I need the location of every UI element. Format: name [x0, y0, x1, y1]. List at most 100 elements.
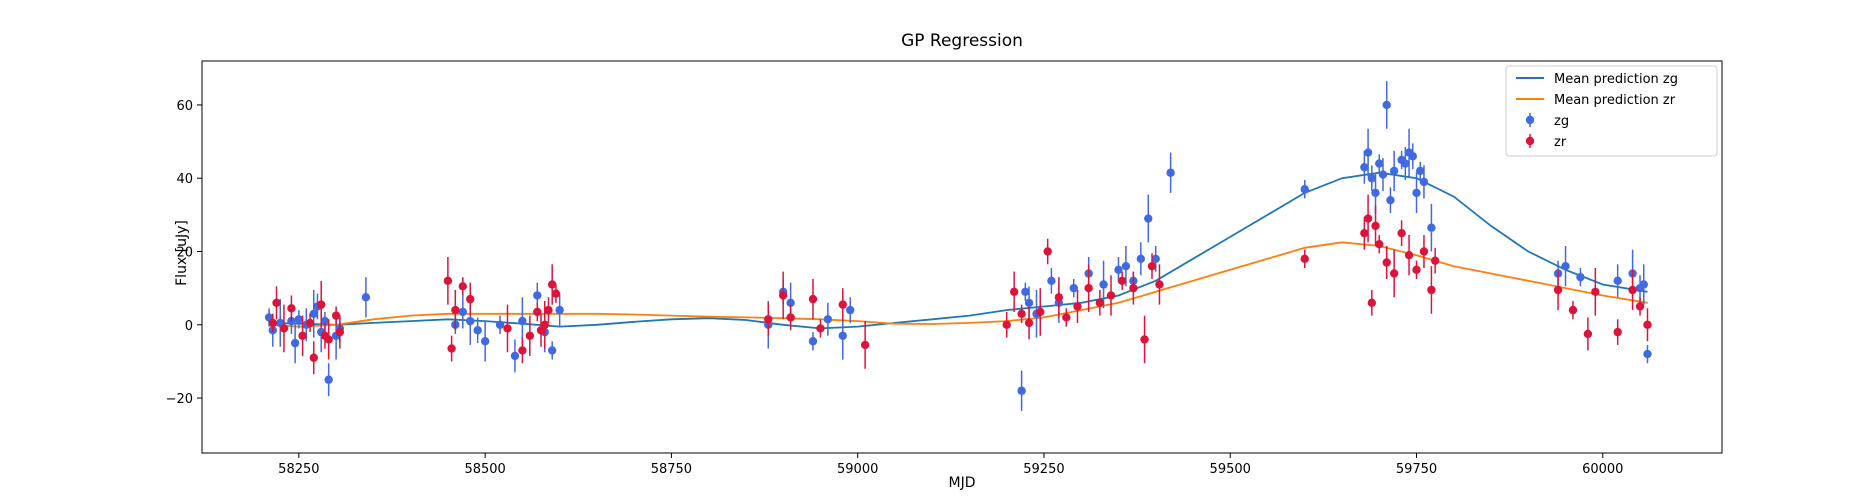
data-point-zr: [1002, 320, 1011, 329]
data-point-zr: [335, 327, 345, 337]
data-point-zr: [518, 346, 527, 355]
data-point-zr: [1389, 269, 1399, 278]
legend-marker-swatch: [1525, 136, 1535, 146]
data-point-zg: [1360, 163, 1369, 172]
data-point-zg: [361, 293, 371, 302]
data-point-zr: [1427, 285, 1436, 295]
data-point-zg: [1099, 280, 1108, 289]
data-point-zg: [1144, 214, 1153, 223]
legend-label: Mean prediction zr: [1554, 93, 1676, 108]
data-point-zr: [1635, 302, 1645, 311]
data-point-zg: [1166, 168, 1175, 177]
data-point-zg: [510, 351, 520, 361]
data-point-zr: [551, 289, 561, 298]
data-point-zg: [324, 375, 333, 384]
x-tick-label: 59750: [1396, 462, 1437, 477]
data-point-zr: [309, 353, 318, 362]
data-point-zg: [480, 337, 490, 346]
data-point-zr: [1613, 327, 1622, 337]
data-point-zr: [816, 324, 825, 333]
data-point-zg: [495, 320, 505, 329]
data-point-zg: [294, 315, 304, 324]
data-point-zr: [1553, 285, 1563, 295]
data-point-zr: [1300, 254, 1309, 264]
data-point-zg: [555, 305, 564, 315]
data-point-zr: [1419, 247, 1429, 256]
data-point-zg: [1412, 188, 1421, 198]
data-point-zr: [1084, 283, 1093, 293]
data-point-zr: [331, 311, 341, 320]
data-point-zg: [1613, 276, 1622, 286]
data-point-zg: [473, 326, 482, 335]
data-point-zr: [533, 307, 542, 317]
data-point-zr: [1155, 280, 1164, 289]
data-point-zg: [1419, 177, 1429, 187]
data-point-zg: [320, 316, 330, 326]
legend-label: Mean prediction zg: [1554, 72, 1678, 87]
data-point-zr: [1591, 287, 1600, 297]
series-line-mean-prediction-zr: [269, 241, 1648, 328]
y-axis-label: Flux [uJy]: [174, 220, 190, 286]
data-point-zr: [838, 300, 847, 309]
data-point-zg: [1416, 166, 1425, 176]
data-point-zr: [279, 324, 289, 333]
data-point-zr: [1412, 265, 1421, 275]
axes: 58250 58500 58750 59000 59250 59500 59750 60000…: [166, 60, 1723, 477]
data-point-zg: [1300, 185, 1309, 194]
data-point-zr: [1360, 228, 1369, 238]
legend-box: [1505, 65, 1718, 157]
data-point-zg: [290, 338, 300, 348]
data-point-zg: [1375, 159, 1384, 168]
data-point-zr: [764, 315, 773, 324]
x-tick-label: 58500: [464, 462, 505, 477]
data-point-zr: [458, 282, 467, 291]
data-point-zr: [1117, 276, 1127, 286]
data-point-zr: [268, 318, 277, 328]
data-point-zg: [1024, 298, 1034, 307]
data-point-zg: [1378, 170, 1388, 179]
data-point-zr: [1397, 228, 1406, 238]
data-point-zr: [1095, 298, 1105, 307]
data-point-zr: [447, 344, 456, 353]
data-point-zr: [540, 320, 549, 329]
data-point-zr: [1568, 305, 1578, 315]
data-point-zr: [272, 298, 281, 307]
data-point-zr: [544, 305, 553, 315]
data-point-zg: [1136, 254, 1146, 264]
data-point-zr: [317, 300, 326, 309]
data-point-zg: [1382, 100, 1391, 110]
data-point-zg: [1639, 280, 1648, 289]
data-point-zr: [1371, 221, 1380, 231]
data-point-zr: [1367, 298, 1377, 307]
data-point-zr: [1382, 258, 1391, 267]
data-point-zr: [287, 304, 296, 313]
data-point-zg: [1121, 261, 1131, 271]
data-point-zg: [547, 346, 557, 355]
data-point-zr: [1140, 335, 1149, 344]
data-point-zr: [1643, 320, 1652, 329]
data-point-zg: [466, 316, 475, 326]
data-point-zg: [458, 307, 467, 317]
chart-title: GP Regression: [901, 31, 1023, 51]
plot-area: [264, 81, 1652, 411]
data-point-zg: [1576, 272, 1585, 282]
data-point-zr: [525, 331, 535, 340]
data-point-zg: [1114, 265, 1123, 275]
y-tick-label: 20: [176, 246, 193, 261]
data-point-zr: [466, 294, 475, 304]
x-axis-label: MJD: [949, 475, 976, 491]
data-point-zr: [1363, 214, 1373, 223]
x-tick-label: 59000: [837, 462, 878, 477]
data-point-zr: [305, 318, 315, 328]
data-point-zg: [1017, 386, 1026, 395]
data-point-zr: [1404, 250, 1414, 260]
data-point-zg: [1367, 174, 1377, 183]
data-point-zr: [1062, 313, 1071, 322]
x-tick-label: 58250: [278, 462, 319, 477]
y-tick-label: 40: [176, 172, 193, 187]
x-tick-label: 59250: [1023, 462, 1064, 477]
data-point-zg: [1401, 159, 1410, 168]
data-point-zr: [298, 331, 307, 340]
legend-label: zr: [1554, 135, 1567, 150]
